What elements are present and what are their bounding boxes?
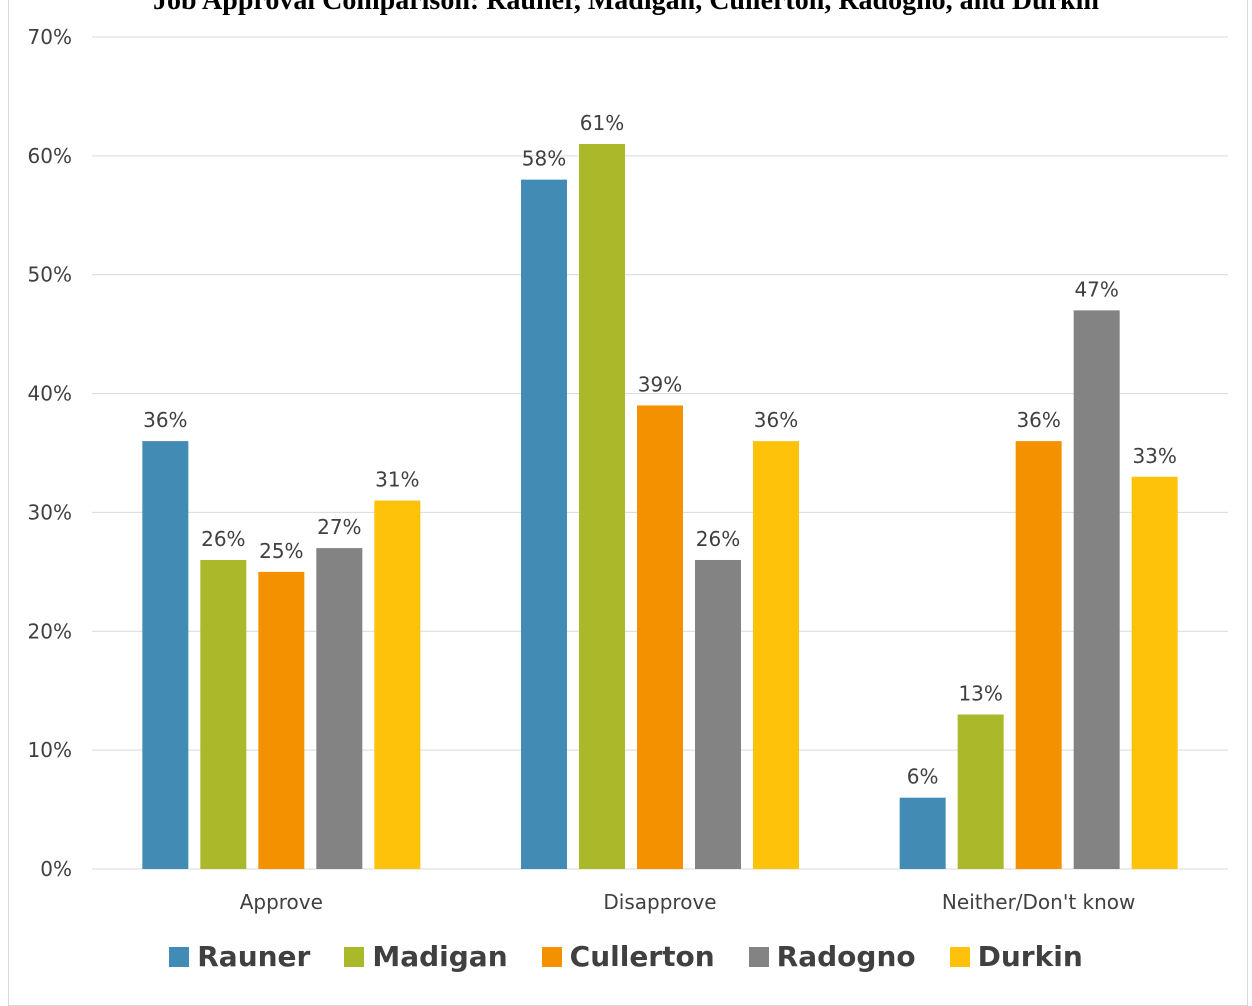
data-label: 36% [754,408,798,432]
bar [753,441,799,869]
data-label: 36% [143,408,187,432]
bar [1073,310,1120,869]
data-label: 13% [958,681,1002,705]
legend-item: Cullerton [541,940,715,973]
y-tick-label: 40% [28,382,72,406]
bar [521,179,567,870]
data-label: 39% [638,372,682,396]
data-label: 58% [522,147,566,171]
legend-swatch [949,946,970,967]
bar [899,797,946,869]
y-tick-label: 0% [40,857,72,881]
data-label: 6% [907,765,939,789]
bar [1131,476,1178,869]
x-tick-label: Disapprove [603,890,716,914]
data-label: 61% [580,111,624,135]
legend-item: Rauner [169,940,310,973]
y-tick-label: 50% [28,263,72,287]
legend-item: Durkin [949,940,1083,973]
bar [374,500,421,869]
bar [579,143,625,869]
legend-label: Durkin [977,940,1083,973]
legend-label: Radogno [776,940,916,973]
data-label: 27% [317,515,361,539]
x-tick-label: Neither/Don't know [942,890,1135,914]
legend-label: Cullerton [569,940,715,973]
data-label: 47% [1074,277,1118,301]
y-tick-label: 70% [28,25,72,49]
data-label: 26% [696,527,740,551]
legend-swatch [541,946,562,967]
data-label: 26% [201,527,245,551]
x-tick-label: Approve [240,890,323,914]
bar [1015,441,1062,869]
y-tick-label: 30% [28,500,72,524]
data-label: 36% [1016,408,1060,432]
data-label: 31% [375,468,419,492]
bar [200,559,247,869]
bar [142,441,189,869]
legend-swatch [748,946,769,967]
data-label: 33% [1132,444,1176,468]
legend-item: Madigan [344,940,508,973]
legend-swatch [169,946,190,967]
chart-legend: Rauner Madigan Cullerton Radogno Durkin [0,940,1252,973]
bar [637,405,683,869]
bar [258,571,305,869]
chart-title: Job Approval Comparison: Rauner, Madigan… [153,0,1099,16]
legend-label: Rauner [197,940,311,973]
data-label: 25% [259,539,303,563]
legend-swatch [344,946,365,967]
legend-item: Radogno [748,940,916,973]
y-tick-label: 20% [28,619,72,643]
bar [695,559,741,869]
legend-label: Madigan [372,940,508,973]
bar [316,548,363,869]
y-tick-label: 10% [28,738,72,762]
bar [957,714,1004,869]
y-tick-label: 60% [28,144,72,168]
